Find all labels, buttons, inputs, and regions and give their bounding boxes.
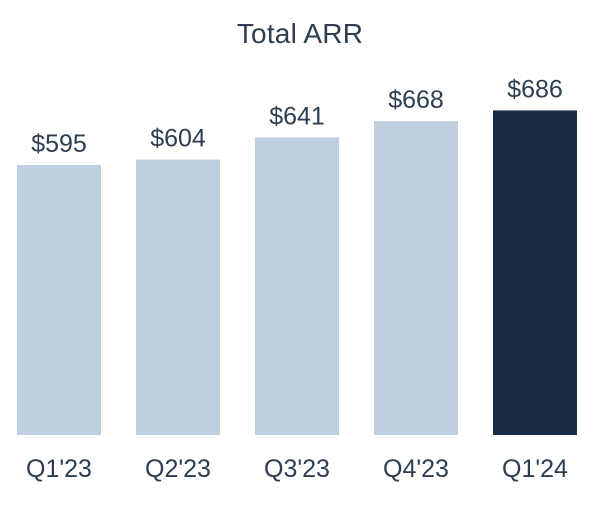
category-label-1: Q1'23 [26, 455, 92, 483]
category-label-5: Q1'24 [502, 455, 568, 483]
bar-2 [136, 159, 220, 435]
chart-title: Total ARR [236, 18, 364, 49]
category-label-3: Q3'23 [264, 455, 330, 483]
value-label-4: $668 [388, 86, 444, 114]
bar-5 [493, 110, 577, 436]
value-label-1: $595 [31, 130, 87, 158]
value-label-5: $686 [507, 75, 563, 103]
value-label-2: $604 [150, 125, 206, 153]
bar-1 [17, 165, 101, 435]
bar-3 [255, 137, 339, 435]
value-label-3: $641 [269, 102, 325, 130]
bar-4 [374, 121, 458, 435]
category-label-2: Q2'23 [145, 455, 211, 483]
category-label-4: Q4'23 [383, 455, 449, 483]
